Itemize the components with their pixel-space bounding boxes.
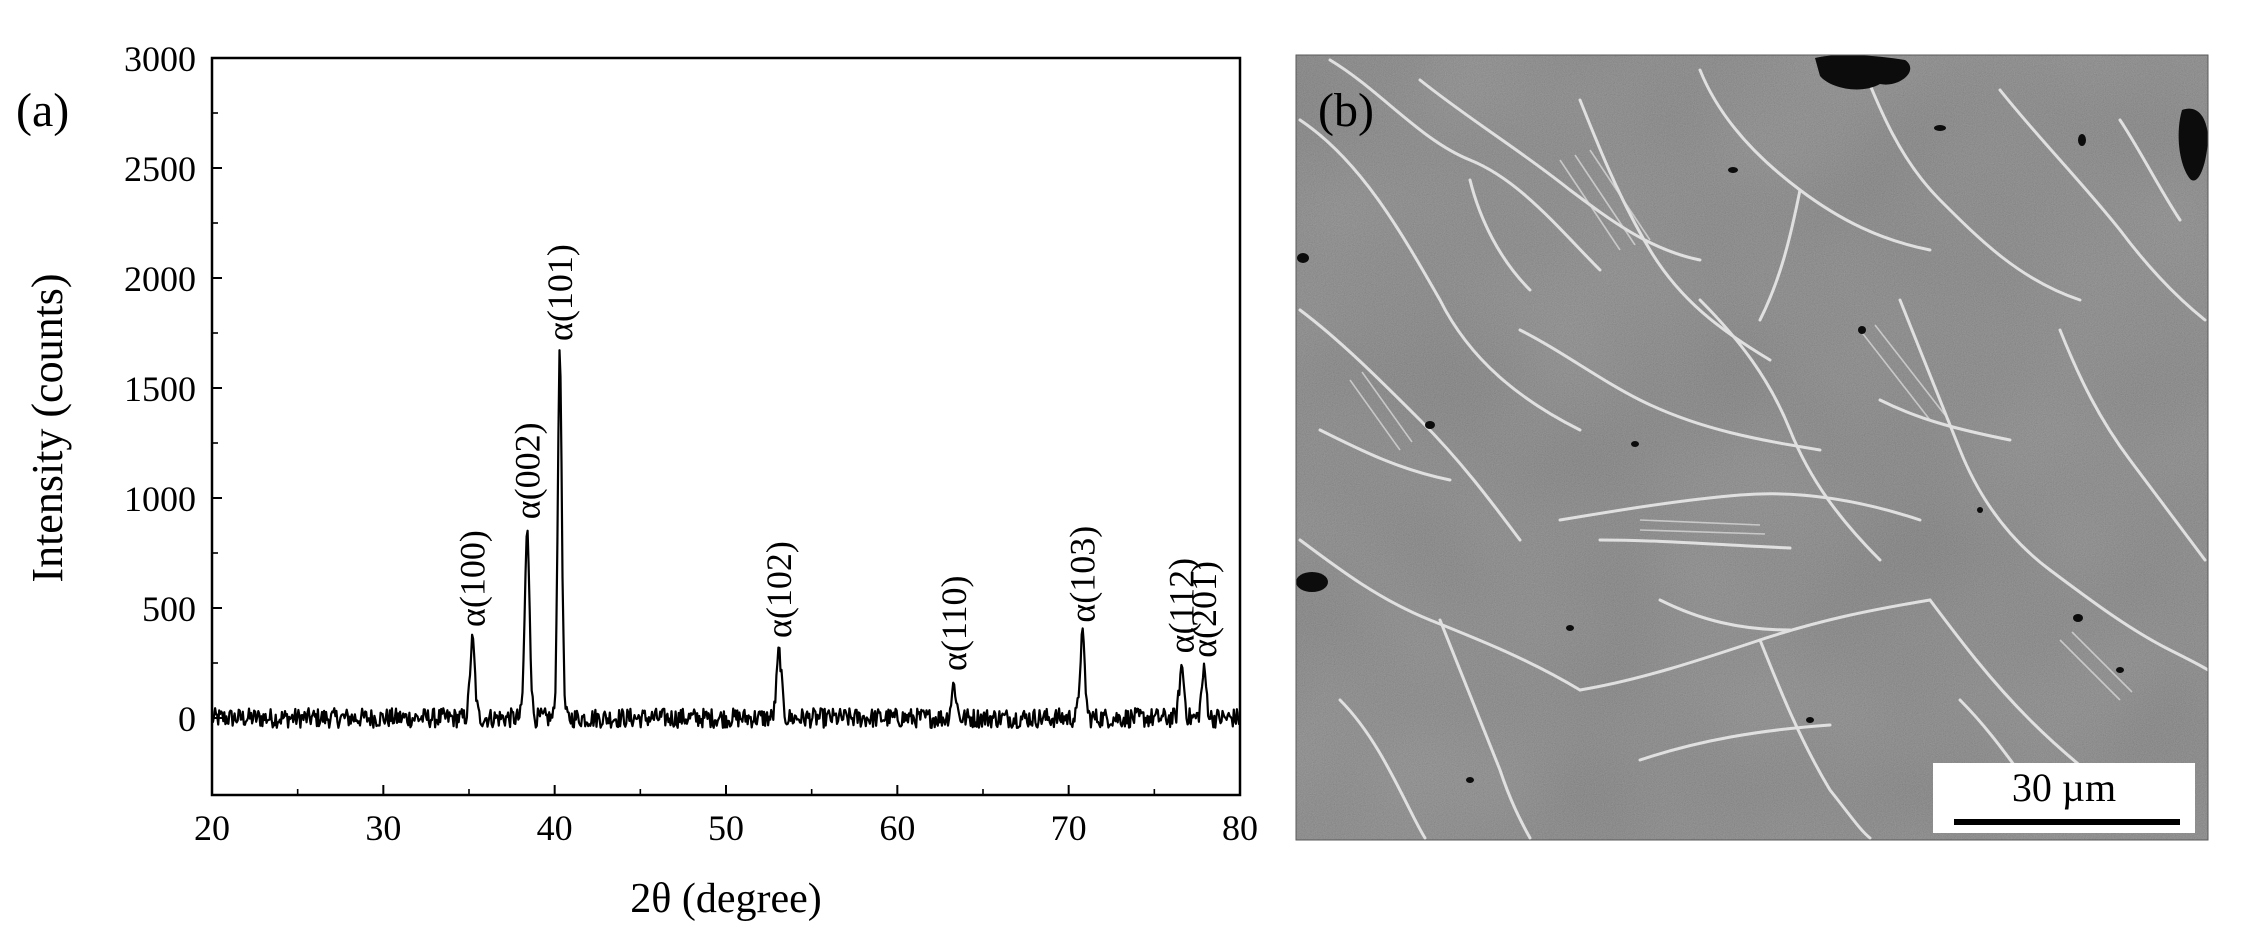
y-tick-label: 500	[142, 589, 196, 629]
peak-labels: α(100) α(002) α(101) α(102) α(110) α(103) α(11…	[452, 244, 1224, 671]
scale-bar: 30 µm	[1933, 763, 2195, 833]
x-axis-title: 2θ (degree)	[630, 876, 822, 922]
fine-lamellae	[1349, 149, 2133, 701]
x-tick-label: 80	[1222, 808, 1258, 848]
sem-micrograph: (b) 30 µm	[1295, 54, 2209, 841]
y-tick-label: 2000	[124, 259, 196, 299]
xrd-pattern-line	[212, 349, 1240, 729]
grain-boundaries	[1298, 58, 2208, 840]
peak-label: α(100)	[452, 530, 492, 627]
y-axis: 0 500 1000 1500 2000 2500 3000	[124, 39, 222, 739]
micrograph-frame	[1295, 54, 2209, 841]
panel-a-label: (a)	[16, 84, 69, 137]
peak-label: α(101)	[540, 244, 580, 341]
xrd-chart: (a) 0 500 1000 1500 2000 2500 3000 20 30 40 50 60 7…	[16, 39, 1258, 922]
y-axis-title: Intensity (counts)	[23, 273, 72, 582]
x-tick-label: 60	[879, 808, 915, 848]
scale-bar-line	[1954, 819, 2180, 825]
peak-label: α(110)	[934, 575, 974, 671]
y-tick-label: 3000	[124, 39, 196, 79]
y-tick-label: 1000	[124, 479, 196, 519]
panel-b-label: (b)	[1318, 84, 1374, 137]
x-tick-label: 30	[365, 808, 401, 848]
peak-label: α(103)	[1062, 526, 1102, 623]
peak-label: α(102)	[759, 541, 799, 638]
dark-pores	[1296, 55, 2208, 783]
y-tick-label: 0	[178, 699, 196, 739]
x-axis: 20 30 40 50 60 70 80	[194, 785, 1258, 848]
scale-bar-label: 30 µm	[2012, 765, 2116, 810]
peak-label: α(201)	[1184, 561, 1224, 658]
y-tick-label: 2500	[124, 149, 196, 189]
x-tick-label: 40	[537, 808, 573, 848]
peak-label: α(002)	[507, 422, 547, 519]
x-tick-label: 70	[1051, 808, 1087, 848]
x-tick-label: 20	[194, 808, 230, 848]
peak-label: α(112)	[1162, 558, 1202, 654]
x-tick-label: 50	[708, 808, 744, 848]
y-tick-label: 1500	[124, 369, 196, 409]
